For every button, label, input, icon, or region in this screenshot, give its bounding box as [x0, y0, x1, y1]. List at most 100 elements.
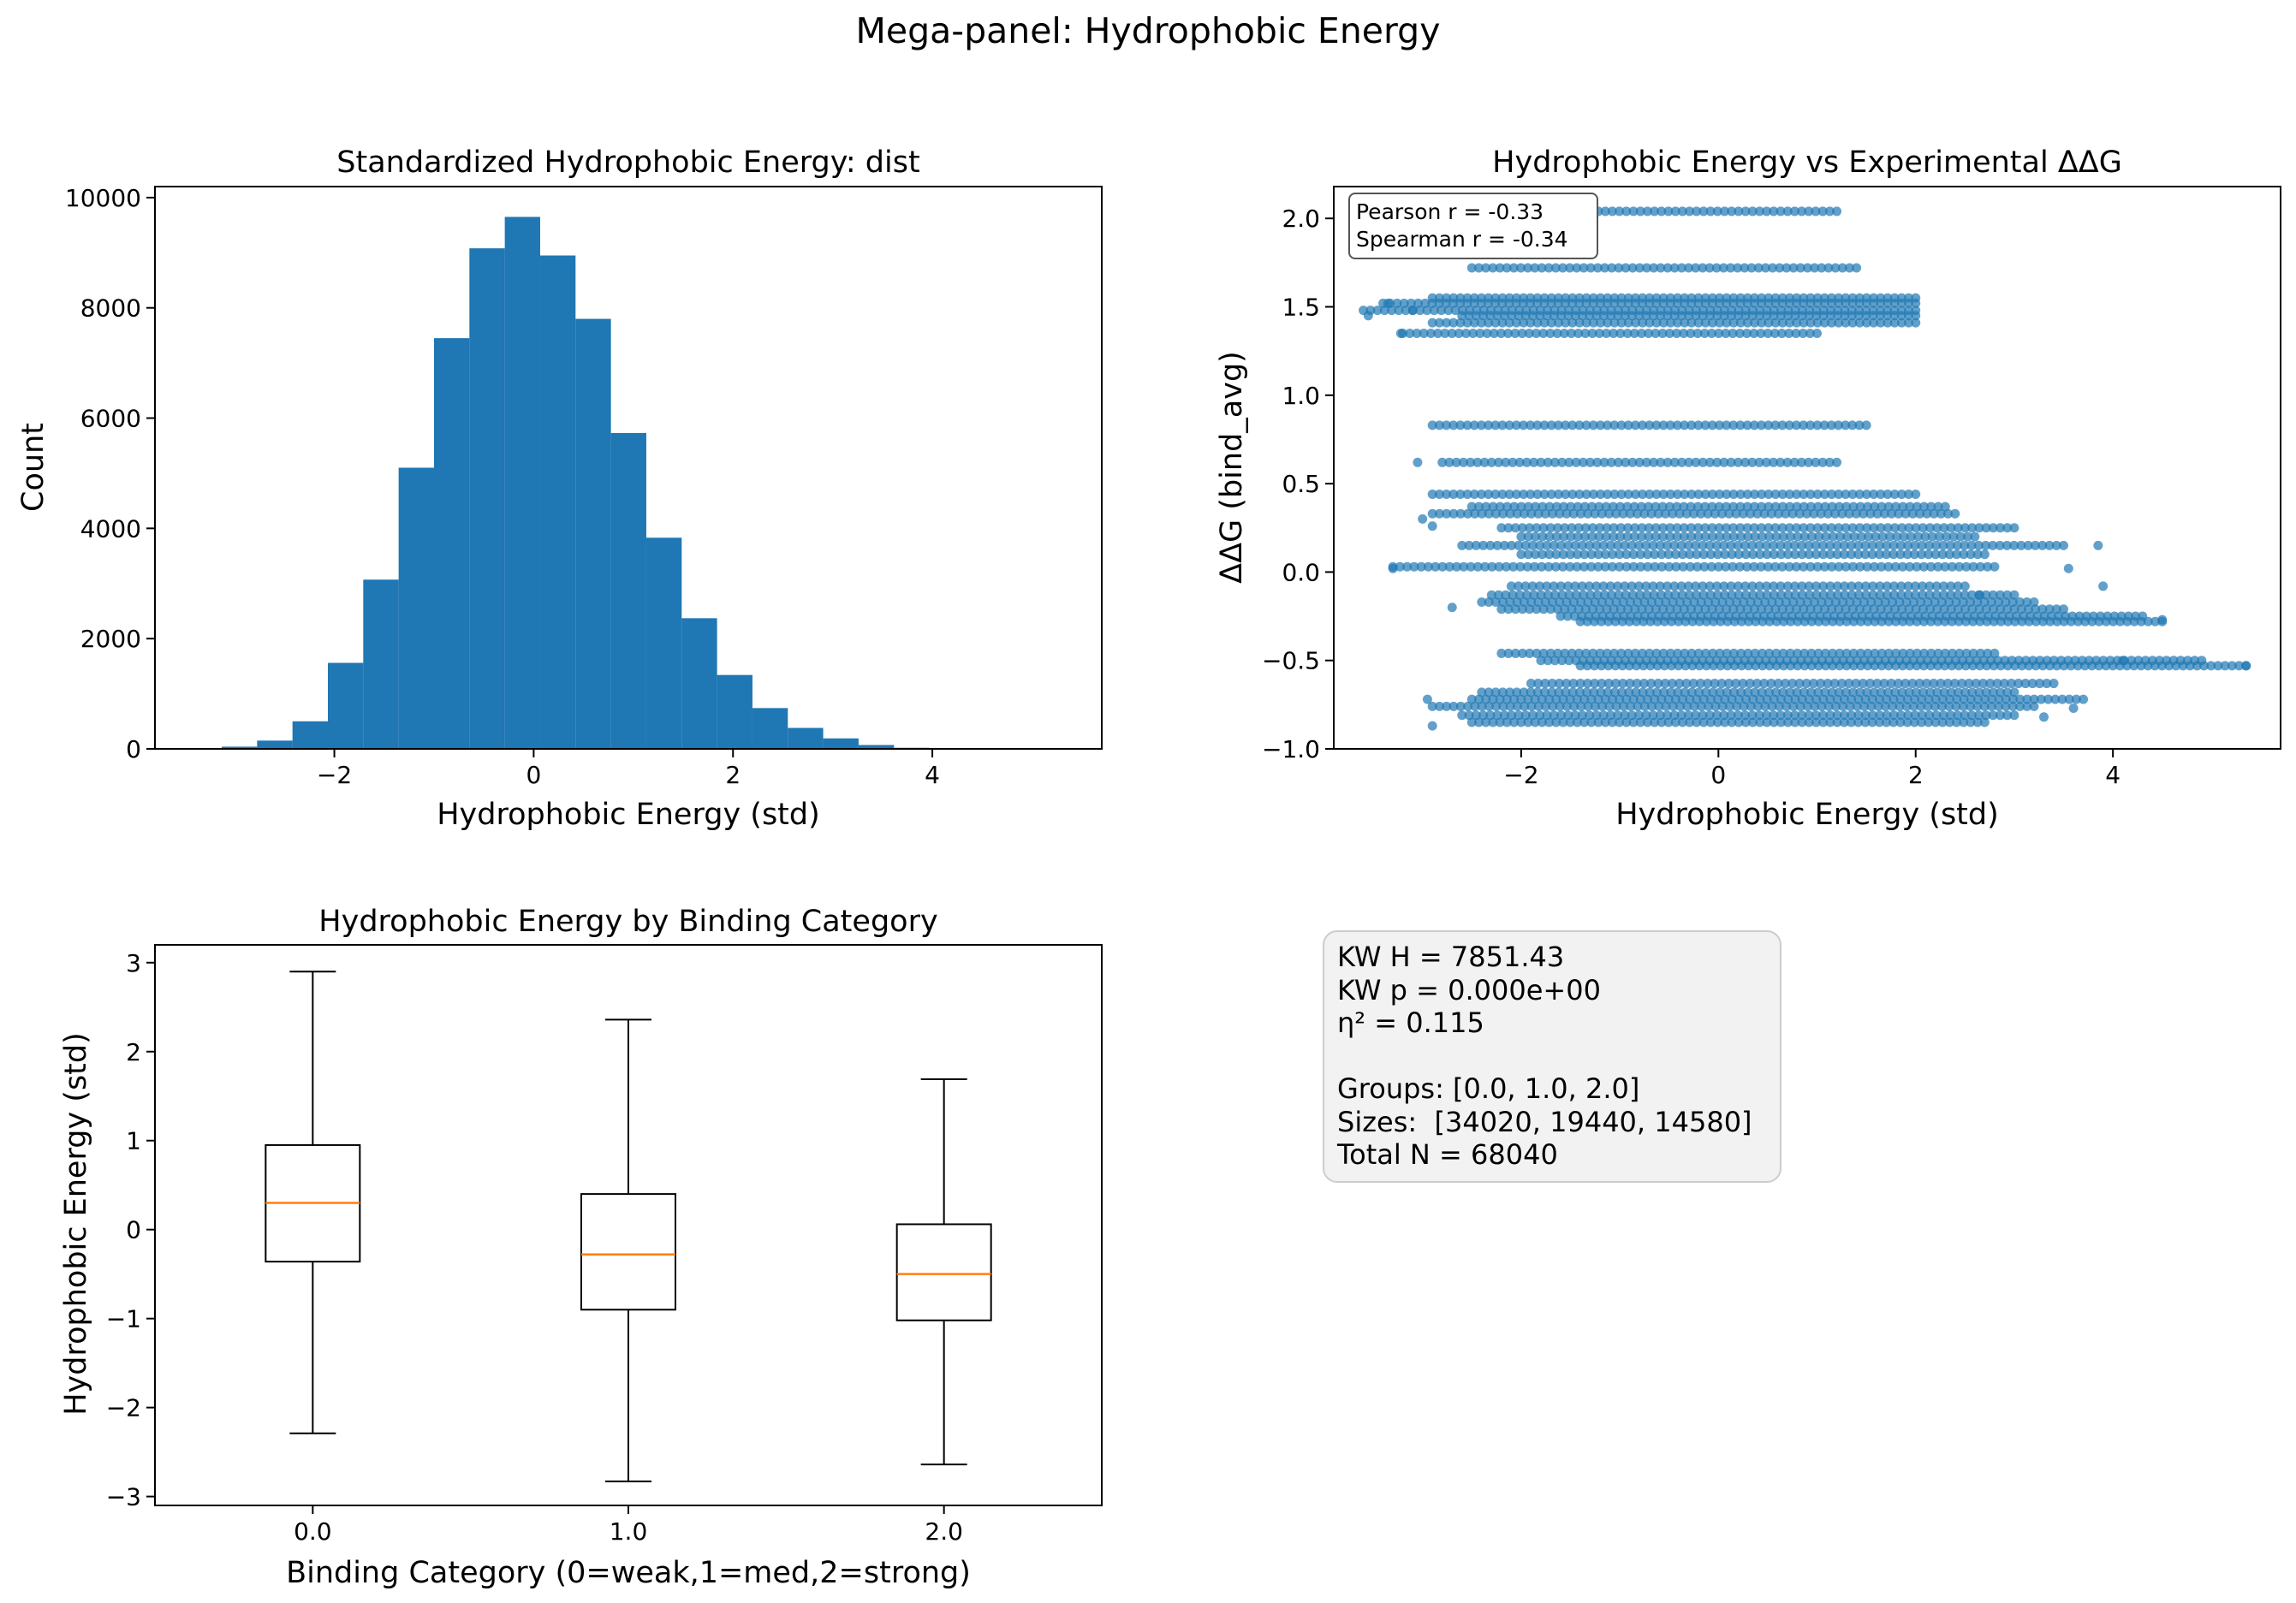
scatter-point	[2220, 661, 2230, 671]
scatter-point	[1776, 457, 1786, 467]
scatter-point	[1805, 318, 1816, 328]
scatter-point	[1582, 679, 1592, 689]
scatter-point	[1550, 561, 1561, 572]
scatter-x-tick-label: −2	[1503, 761, 1538, 789]
scatter-point	[1710, 597, 1721, 608]
scatter-point	[1792, 298, 1802, 308]
scatter-point	[1933, 561, 1943, 572]
scatter-point	[2185, 661, 2195, 671]
scatter-point	[1756, 523, 1766, 533]
scatter-point	[1582, 687, 1592, 698]
scatter-point	[1694, 661, 1704, 671]
scatter-point	[1673, 687, 1683, 698]
scatter-point	[1530, 263, 1540, 273]
scatter-point	[2227, 661, 2237, 671]
scatter-point	[1622, 502, 1633, 512]
scatter-point	[1655, 540, 1665, 550]
scatter-point	[1776, 581, 1786, 591]
scatter-point	[1733, 263, 1743, 273]
scatter-point	[1989, 616, 1999, 626]
boxplot-y-tick-label: 1	[126, 1127, 141, 1155]
scatter-point	[1719, 581, 1729, 591]
scatter-point	[1924, 717, 1934, 727]
scatter-point	[1862, 523, 1872, 533]
scatter-point	[1532, 318, 1543, 328]
scatter-point	[1497, 318, 1508, 328]
scatter-point	[1575, 661, 1585, 671]
scatter-point	[1720, 694, 1730, 704]
scatter-point	[1944, 701, 1954, 711]
scatter-point	[1597, 701, 1608, 711]
scatter-point	[1579, 549, 1590, 560]
scatter-point	[1611, 597, 1621, 608]
scatter-point	[1681, 679, 1692, 689]
scatter-point	[1931, 540, 1942, 550]
scatter-point	[1668, 701, 1678, 711]
scatter-point	[1618, 597, 1628, 608]
scatter-point	[1646, 679, 1657, 689]
scatter-point	[1579, 263, 1589, 273]
scatter-point	[1838, 597, 1848, 608]
scatter-point	[1418, 514, 1428, 524]
scatter-point	[1740, 311, 1751, 321]
scatter-point	[1903, 710, 1913, 721]
scatter-point	[1784, 328, 1794, 338]
scatter-point	[1946, 687, 1956, 698]
scatter-point	[1896, 489, 1906, 499]
scatter-point	[1879, 679, 1889, 689]
scatter-point	[1420, 298, 1431, 308]
scatter-point	[1693, 531, 1704, 542]
scatter-point	[1770, 489, 1781, 499]
scatter-point	[1605, 710, 1615, 721]
scatter-point	[1615, 604, 1626, 614]
scatter-point	[1388, 563, 1398, 573]
scatter-point	[1642, 263, 1652, 273]
scatter-point	[1621, 717, 1632, 727]
scatter-point	[1658, 298, 1668, 308]
scatter-point	[1686, 648, 1697, 658]
scatter-point	[1694, 616, 1704, 626]
scatter-point	[1986, 701, 1996, 711]
scatter-point	[1889, 717, 1899, 727]
scatter-point	[1514, 581, 1524, 591]
scatter-point	[1724, 508, 1734, 519]
scatter-point	[1693, 298, 1704, 308]
scatter-point	[1740, 710, 1751, 721]
scatter-point	[1538, 648, 1549, 658]
scatter-point	[1692, 549, 1702, 560]
scatter-point	[1611, 508, 1621, 519]
scatter-point	[1477, 508, 1487, 519]
scatter-point	[1591, 311, 1602, 321]
scatter-point	[1853, 590, 1864, 600]
scatter-point	[1630, 420, 1640, 430]
scatter-point	[1734, 694, 1744, 704]
scatter-point	[1874, 717, 1884, 727]
scatter-point	[1551, 717, 1561, 727]
histogram-bar	[363, 579, 399, 749]
scatter-point	[1683, 581, 1693, 591]
scatter-point	[1890, 661, 1900, 671]
scatter-point	[1778, 531, 1788, 542]
histogram-bar	[823, 738, 859, 749]
scatter-point	[1915, 508, 1925, 519]
scatter-point	[1777, 523, 1787, 533]
scatter-point	[1549, 311, 1559, 321]
correlation-annotation: Pearson r = -0.33 Spearman r = -0.34	[1348, 193, 1598, 259]
scatter-point	[1953, 687, 1963, 698]
scatter-point	[1517, 328, 1527, 338]
scatter-point	[1799, 420, 1809, 430]
scatter-point	[1680, 420, 1690, 430]
histogram-bar	[469, 248, 505, 749]
figure-suptitle: Mega-panel: Hydrophobic Energy	[856, 10, 1441, 51]
scatter-point	[1672, 531, 1682, 542]
scatter-point	[1792, 318, 1802, 328]
scatter-point	[1455, 508, 1466, 519]
scatter-point	[1863, 502, 1873, 512]
scatter-point	[1982, 616, 1992, 626]
scatter-point	[1818, 694, 1829, 704]
scatter-point	[1953, 710, 1963, 721]
scatter-point	[1784, 561, 1794, 572]
scatter-point	[1679, 531, 1689, 542]
boxplot-y-tick-label: −3	[106, 1483, 141, 1511]
